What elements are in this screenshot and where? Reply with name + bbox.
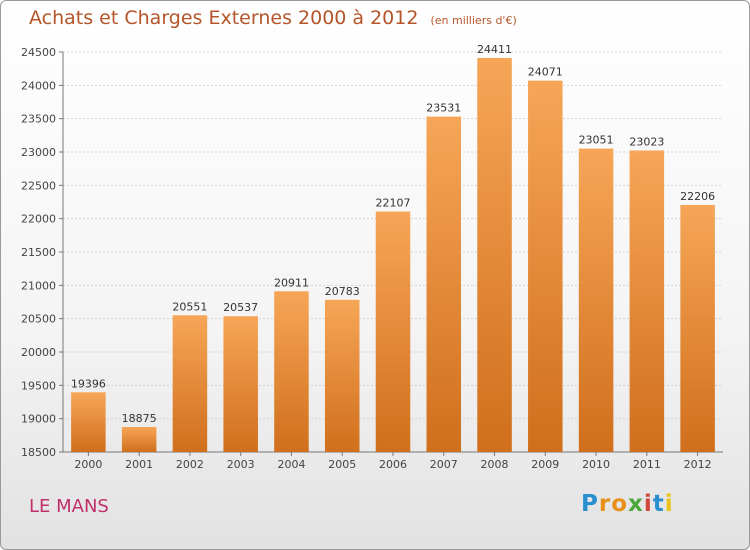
data-label: 24411 <box>477 43 512 56</box>
logo-letter: P <box>581 491 599 517</box>
bar <box>375 211 411 452</box>
data-label: 20551 <box>172 300 207 313</box>
data-label: 23051 <box>579 134 614 147</box>
x-tick-label: 2001 <box>125 458 153 471</box>
data-label: 24071 <box>528 66 563 79</box>
y-tick-label: 19000 <box>21 413 56 426</box>
x-tick-label: 2010 <box>582 458 610 471</box>
y-tick-label: 19500 <box>21 379 56 392</box>
x-tick-label: 2008 <box>481 458 509 471</box>
data-label: 23531 <box>426 102 461 115</box>
bar <box>629 150 665 452</box>
city-label: LE MANS <box>29 496 109 517</box>
y-tick-label: 20000 <box>21 346 56 359</box>
logo-letter: o <box>611 491 629 517</box>
x-tick-label: 2004 <box>277 458 305 471</box>
bar <box>528 80 563 452</box>
data-label: 20911 <box>274 276 309 289</box>
y-tick-label: 24000 <box>21 79 56 92</box>
x-tick-label: 2007 <box>430 458 458 471</box>
data-label: 23023 <box>629 135 664 148</box>
x-tick-label: 2002 <box>176 458 204 471</box>
y-tick-label: 23500 <box>21 113 56 126</box>
bar <box>426 116 462 452</box>
x-tick-label: 2000 <box>74 458 102 471</box>
bar <box>71 392 106 452</box>
y-tick-label: 21000 <box>21 279 56 292</box>
chart-title: Achats et Charges Externes 2000 à 2012 <box>29 7 419 29</box>
y-tick-label: 20500 <box>21 313 56 326</box>
y-tick-label: 21500 <box>21 246 56 259</box>
bar <box>121 427 157 452</box>
logo-letter: t <box>652 491 665 517</box>
bar <box>680 204 715 452</box>
x-tick-label: 2011 <box>633 458 661 471</box>
x-tick-label: 2009 <box>531 458 559 471</box>
data-label: 19396 <box>71 377 106 390</box>
logo-letter: x <box>628 491 644 517</box>
chart-subtitle: (en milliers d'€) <box>430 14 517 27</box>
y-tick-label: 22500 <box>21 179 56 192</box>
y-tick-label: 18500 <box>21 446 56 459</box>
logo-letter: i <box>664 491 674 517</box>
bar <box>477 57 512 452</box>
y-tick-label: 23000 <box>21 146 56 159</box>
bar <box>274 291 309 452</box>
x-tick-label: 2003 <box>227 458 255 471</box>
x-tick-label: 2012 <box>684 458 712 471</box>
logo-letter: i <box>643 491 653 517</box>
data-label: 20783 <box>325 285 360 298</box>
chart-title-block: Achats et Charges Externes 2000 à 2012 (… <box>29 7 517 29</box>
data-label: 22206 <box>680 190 715 203</box>
bar <box>578 148 614 452</box>
bar <box>223 316 258 452</box>
x-tick-label: 2006 <box>379 458 407 471</box>
data-label: 20537 <box>223 301 258 314</box>
bar <box>324 299 360 452</box>
bar <box>172 315 208 452</box>
y-tick-label: 22000 <box>21 213 56 226</box>
x-tick-label: 2005 <box>328 458 356 471</box>
logo-letter: r <box>598 491 612 517</box>
data-label: 18875 <box>122 412 157 425</box>
y-tick-label: 24500 <box>21 46 56 59</box>
data-label: 22107 <box>376 197 411 210</box>
proxiti-logo: Proxiti <box>581 491 674 517</box>
